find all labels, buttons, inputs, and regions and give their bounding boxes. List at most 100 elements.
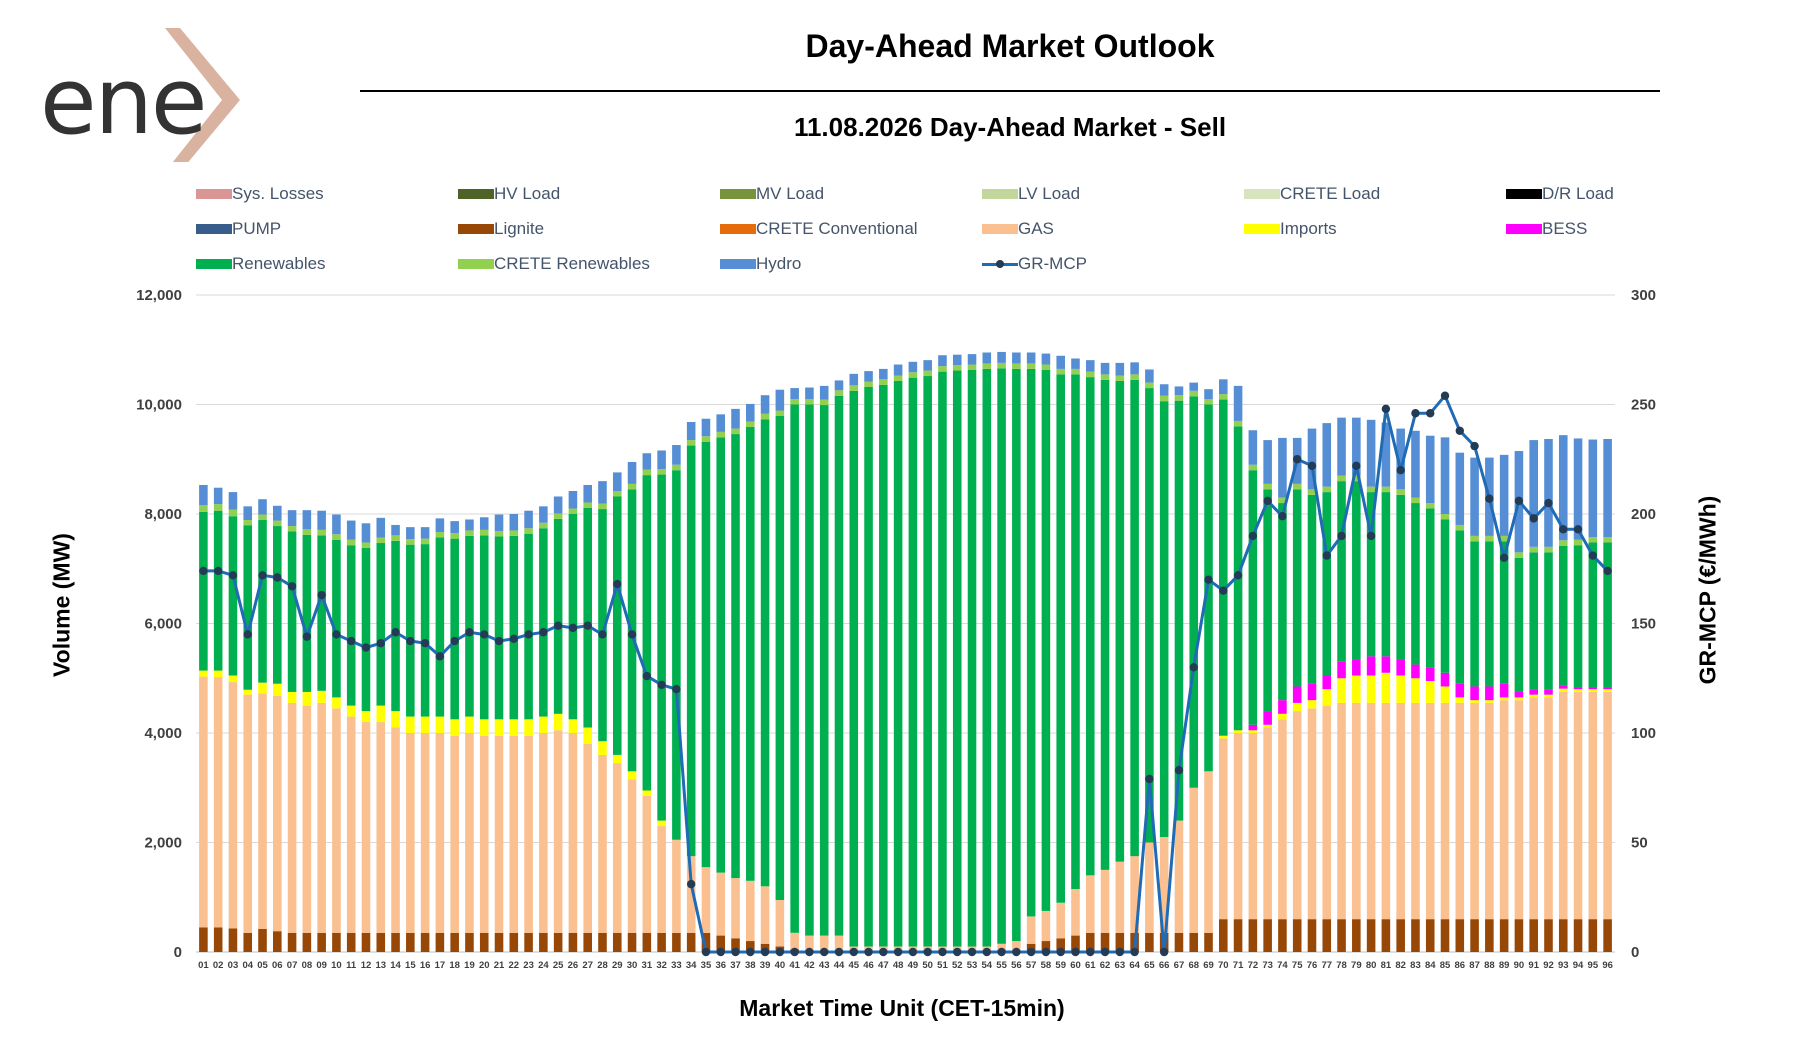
- bar-bess: [1603, 687, 1612, 690]
- bar-renewables: [539, 528, 548, 717]
- y2-tick-label: 150: [1631, 616, 1656, 633]
- mcp-point: [1559, 525, 1568, 534]
- bar-lignite: [1411, 919, 1420, 952]
- bar-crete-renewables: [199, 505, 208, 512]
- bar-crete-renewables: [317, 529, 326, 536]
- bar-hydro: [1470, 457, 1479, 536]
- bar-hydro: [376, 517, 386, 538]
- bar-imports: [1588, 689, 1598, 692]
- x-tick-label: 76: [1307, 960, 1318, 971]
- bar-bess: [1248, 724, 1258, 731]
- x-tick-label: 62: [1100, 960, 1111, 971]
- bar-hydro: [1174, 386, 1184, 396]
- bar-lignite: [1352, 919, 1361, 952]
- mcp-point: [509, 634, 518, 644]
- bar-imports: [1248, 730, 1258, 733]
- bar-renewables: [494, 536, 504, 720]
- bar-bess: [1292, 686, 1302, 703]
- mcp-point: [1485, 494, 1494, 503]
- x-tick-label: 09: [316, 960, 327, 971]
- mcp-point: [391, 628, 400, 637]
- mcp-point: [731, 947, 740, 957]
- bar-lignite: [1189, 932, 1199, 952]
- x-tick-label: 30: [627, 960, 638, 971]
- bar-renewables: [1174, 400, 1184, 821]
- x-tick-label: 66: [1159, 960, 1170, 971]
- bar-gas: [1603, 691, 1612, 920]
- bar-gas: [1100, 869, 1110, 933]
- legend-swatch: [720, 189, 756, 199]
- bar-hydro: [805, 387, 814, 400]
- bar-bess: [1558, 685, 1568, 689]
- x-tick-label: 57: [1026, 960, 1037, 971]
- bar-renewables: [583, 507, 592, 728]
- x-tick-label: 70: [1218, 960, 1229, 971]
- bar-bess: [1322, 675, 1332, 690]
- mcp-point: [347, 636, 356, 646]
- bar-crete-renewables: [450, 533, 459, 539]
- mcp-point: [420, 639, 430, 648]
- bar-crete-renewables: [1012, 363, 1021, 369]
- mcp-point: [657, 680, 666, 690]
- mcp-point: [1588, 551, 1598, 560]
- bar-lignite: [1085, 932, 1095, 952]
- bar-lignite: [213, 927, 223, 952]
- bar-imports: [1603, 689, 1612, 692]
- bar-gas: [539, 733, 548, 933]
- bar-renewables: [893, 380, 903, 947]
- bar-crete-renewables: [1233, 420, 1243, 427]
- bar-renewables: [1366, 492, 1376, 657]
- title-divider: [360, 90, 1660, 92]
- bar-imports: [494, 719, 504, 736]
- bar-hydro: [1233, 385, 1243, 421]
- mcp-point: [494, 636, 504, 646]
- bar-gas: [819, 935, 829, 952]
- bar-gas: [1026, 916, 1036, 944]
- bar-hydro: [228, 492, 238, 510]
- bar-renewables: [1159, 401, 1169, 838]
- bar-hydro: [1499, 454, 1509, 536]
- bar-gas: [1514, 700, 1524, 920]
- x-tick-label: 05: [257, 960, 268, 971]
- x-tick-label: 74: [1277, 960, 1288, 971]
- bar-renewables: [1145, 388, 1154, 843]
- bar-imports: [317, 690, 326, 703]
- mcp-point: [228, 571, 238, 580]
- bar-gas: [701, 867, 711, 933]
- bar-gas: [1233, 733, 1243, 920]
- legend-swatch: [982, 224, 1018, 234]
- mcp-point: [997, 947, 1006, 957]
- bar-crete-renewables: [243, 520, 253, 526]
- bar-imports: [642, 790, 652, 796]
- bar-imports: [539, 716, 548, 733]
- bar-renewables: [1248, 470, 1258, 725]
- bar-lignite: [1248, 919, 1258, 952]
- bar-lignite: [1263, 919, 1272, 952]
- bar-renewables: [672, 470, 681, 840]
- bar-imports: [258, 682, 267, 694]
- bar-gas: [243, 694, 253, 933]
- legend-swatch: [720, 259, 756, 269]
- bar-gas: [435, 733, 445, 933]
- mcp-point: [539, 628, 548, 637]
- bar-hydro: [1100, 362, 1110, 375]
- bar-hydro: [1603, 438, 1612, 537]
- legend-item: HV Load: [458, 182, 560, 206]
- bar-lignite: [583, 932, 592, 952]
- y2-tick-label: 100: [1631, 725, 1656, 742]
- x-tick-label: 46: [863, 960, 874, 971]
- mcp-point: [1189, 663, 1198, 672]
- legend-item: MV Load: [720, 182, 824, 206]
- bar-crete-renewables: [1573, 539, 1583, 546]
- mcp-point: [908, 947, 918, 957]
- bar-renewables: [332, 539, 341, 698]
- bar-gas: [731, 878, 740, 939]
- bar-lignite: [273, 931, 282, 952]
- mcp-point: [465, 628, 474, 637]
- bar-renewables: [213, 510, 223, 671]
- legend-label: Renewables: [232, 254, 326, 273]
- bar-bess: [1588, 687, 1598, 690]
- bar-renewables: [1189, 396, 1199, 788]
- bar-crete-renewables: [332, 534, 341, 540]
- x-tick-label: 68: [1188, 960, 1199, 971]
